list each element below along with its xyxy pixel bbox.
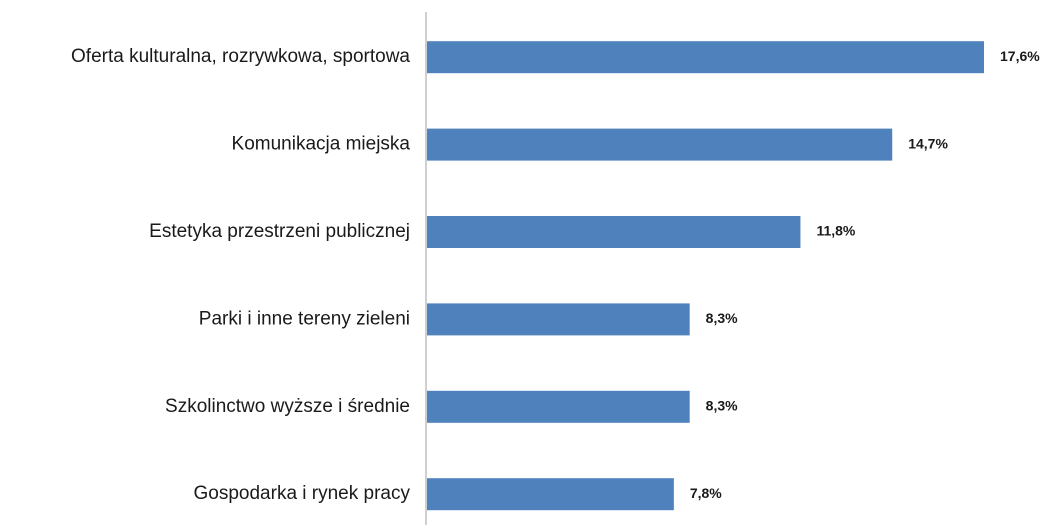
- value-label: 17,6%: [1000, 48, 1040, 64]
- value-label: 7,8%: [690, 485, 722, 501]
- value-label: 14,7%: [908, 135, 948, 151]
- category-label: Szkolinctwo wyższe i średnie: [165, 396, 410, 417]
- category-label: Estetyka przestrzeni publicznej: [149, 221, 410, 242]
- bar: [427, 216, 801, 248]
- value-label: 8,3%: [706, 398, 738, 414]
- bar: [427, 41, 984, 74]
- bar: [427, 478, 674, 511]
- value-label: 11,8%: [816, 223, 855, 239]
- bar: [427, 390, 690, 423]
- category-label: Oferta kulturalna, rozrywkowa, sportowa: [71, 46, 410, 67]
- category-label: Parki i inne tereny zieleni: [199, 308, 410, 329]
- bar: [427, 303, 690, 336]
- category-label: Gospodarka i rynek pracy: [194, 483, 411, 504]
- category-label: Komunikacja miejska: [232, 134, 411, 155]
- bar: [427, 128, 893, 161]
- value-label: 8,3%: [706, 310, 738, 326]
